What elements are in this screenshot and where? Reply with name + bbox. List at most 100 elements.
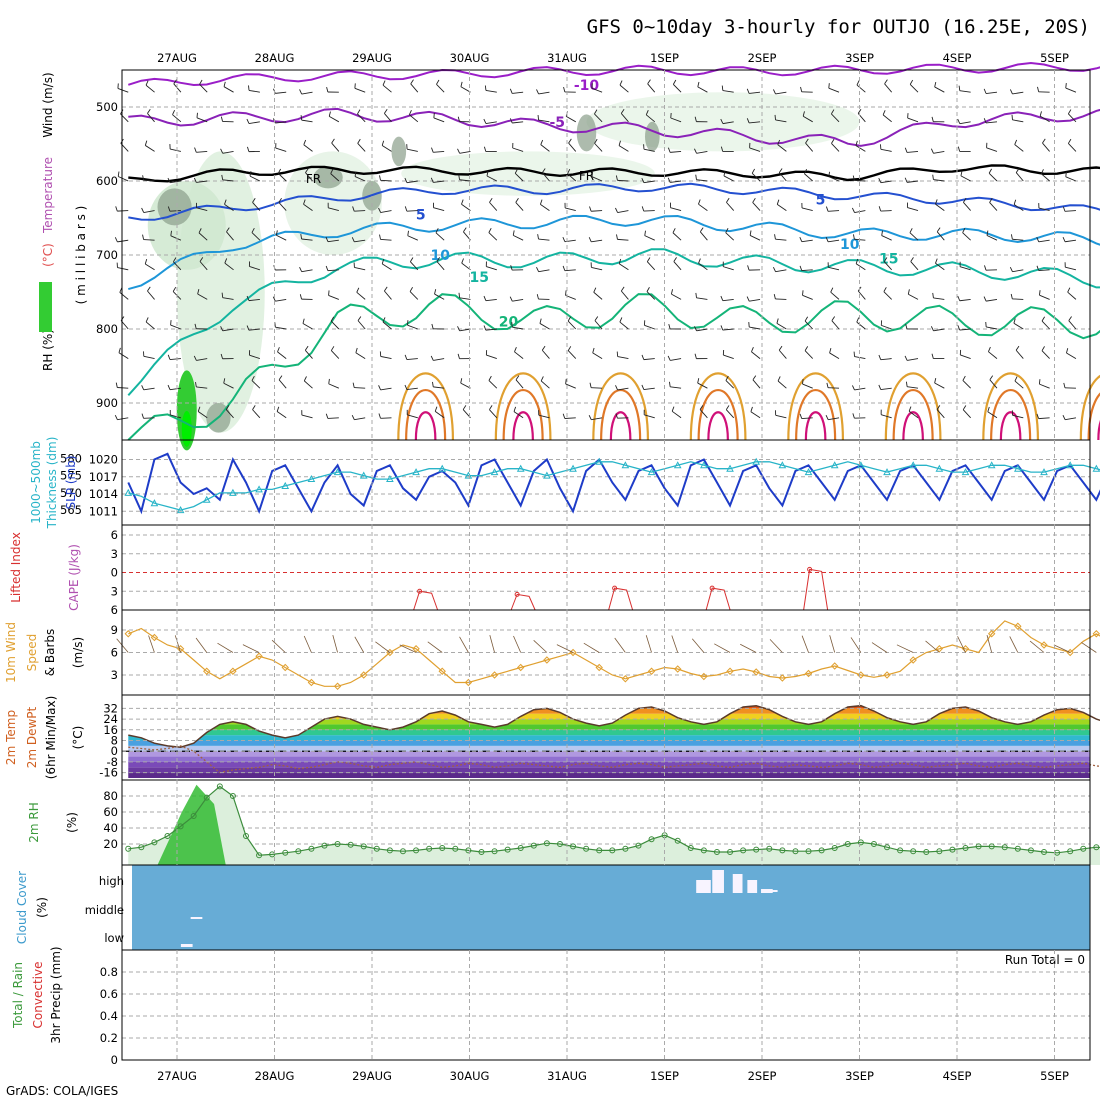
wind-speed-marker xyxy=(543,656,551,664)
wind-barb xyxy=(539,323,550,330)
rh-marker xyxy=(1027,847,1034,854)
wind-barb-flag xyxy=(220,116,223,122)
wind-barb-flag xyxy=(851,207,855,213)
isotherm-label: 10 xyxy=(840,237,860,253)
warm-temperature-contour xyxy=(689,372,747,441)
wind-barb-flag xyxy=(351,415,355,420)
wind-barb-flag xyxy=(357,109,361,115)
wind-barb-flag xyxy=(747,265,750,271)
wind-barb xyxy=(644,414,655,419)
wind-barb-flag xyxy=(962,375,966,381)
wind-barb xyxy=(777,204,787,211)
thickness-marker xyxy=(987,461,996,469)
wind-barb-flag xyxy=(303,139,307,145)
wind-barb-flag xyxy=(145,80,149,86)
wind-barb-flag xyxy=(805,138,809,144)
wind-barb-flag xyxy=(563,86,566,93)
wind-barb-flag xyxy=(825,237,829,242)
wind-barb-flag xyxy=(645,110,649,115)
wind-barb-flag xyxy=(644,230,646,236)
wind-barb-flag xyxy=(778,345,783,351)
wind-barb xyxy=(328,383,340,389)
wind-barb-flag xyxy=(694,116,697,122)
surface-wind-barb xyxy=(354,636,365,653)
wind-barb-flag xyxy=(304,345,309,351)
wind-barb-flag xyxy=(694,148,697,154)
wind-barb xyxy=(143,417,155,419)
wind-barb xyxy=(252,202,261,211)
wind-barb-flag xyxy=(989,197,993,203)
wind-barb xyxy=(304,349,313,359)
wind-barb xyxy=(1038,207,1050,212)
wind-barb xyxy=(959,121,971,125)
wind-barb xyxy=(722,90,734,93)
wind-barb-flag xyxy=(957,325,961,331)
wind-barb-flag xyxy=(591,171,594,177)
wind-barb-flag xyxy=(826,382,829,388)
wind-barb xyxy=(538,414,550,419)
precip-tick-label: 0 xyxy=(111,1053,118,1067)
wind-barb-flag xyxy=(461,199,464,205)
wind-barb xyxy=(673,261,682,271)
wind-barb xyxy=(382,321,392,330)
wind-barb xyxy=(410,83,419,93)
thickness-marker xyxy=(490,468,499,476)
rh-marker xyxy=(321,842,328,849)
wind-barb-flag xyxy=(567,168,571,174)
wind-speed-marker xyxy=(569,648,577,657)
wind-barb-flag xyxy=(220,353,223,359)
wind-barb-flag xyxy=(855,140,858,146)
wind-barb xyxy=(384,113,392,123)
cloud-level-label: high xyxy=(99,874,124,888)
wind-barb xyxy=(197,293,208,300)
wind-barb xyxy=(565,207,576,212)
wind-barb-flag xyxy=(379,175,381,181)
rh-marker xyxy=(1014,845,1021,852)
wind-barb xyxy=(670,358,682,361)
rh-marker xyxy=(439,845,446,851)
wind-barb-flag xyxy=(562,413,566,419)
wind-barb-flag xyxy=(698,258,701,264)
wind-barb xyxy=(486,266,497,271)
date-label-bottom: 2SEP xyxy=(748,1069,777,1083)
wind-barb xyxy=(854,180,866,182)
wind-barb xyxy=(829,352,840,359)
wind-barb xyxy=(617,179,629,182)
wind-barb xyxy=(436,84,445,93)
surface-wind-barb xyxy=(271,639,286,653)
wind-barb-flag xyxy=(565,378,567,385)
wind-barb xyxy=(514,351,524,359)
wind-barb-flag xyxy=(483,118,487,124)
wind-barb-flag xyxy=(220,326,224,331)
rh-marker xyxy=(805,848,812,855)
wind-barb-flag xyxy=(172,286,177,292)
wind-barb xyxy=(354,417,366,421)
wind-barb xyxy=(909,84,919,93)
wind-barb-flag xyxy=(698,199,701,205)
wind-barb-flag xyxy=(1042,138,1046,144)
wind-barb xyxy=(406,358,418,361)
wind-barb-flag xyxy=(1010,234,1013,240)
wind-barb xyxy=(907,358,919,361)
wind-barb xyxy=(223,382,234,389)
rh-marker xyxy=(138,844,145,851)
wind-barb-flag xyxy=(909,228,913,233)
wind-barb-flag xyxy=(957,295,961,301)
wind-speed-marker xyxy=(360,671,368,679)
wind-barb xyxy=(407,324,418,330)
wind-barb-flag xyxy=(540,376,544,382)
wind-barb-flag xyxy=(852,413,855,419)
cloud-level-label: low xyxy=(104,931,124,945)
rh-marker xyxy=(609,847,616,854)
wind-barb xyxy=(802,294,813,300)
wind-barb xyxy=(382,84,392,93)
thickness-marker xyxy=(202,495,211,503)
wind-barb xyxy=(540,203,550,211)
wind-barb xyxy=(1067,291,1077,300)
wind-barb xyxy=(407,235,419,241)
wind-barb xyxy=(488,380,498,389)
li-tick-label: 3 xyxy=(111,584,118,598)
wind-tick-label: 6 xyxy=(111,646,118,660)
wind-barb-flag xyxy=(141,385,145,391)
wind-barb-flag xyxy=(225,405,230,410)
